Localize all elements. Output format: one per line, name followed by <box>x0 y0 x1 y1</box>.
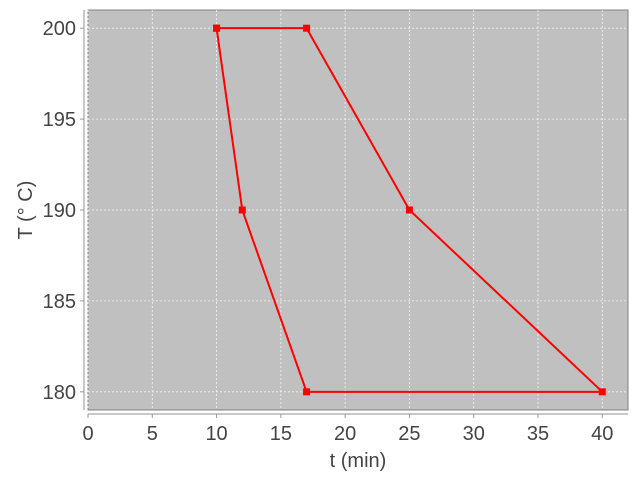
x-tick-label: 20 <box>334 423 356 445</box>
data-point <box>213 24 221 32</box>
x-ticks: 0 5 10 15 20 25 30 35 40 <box>82 414 613 445</box>
y-axis-label: T (° C) <box>15 181 37 240</box>
x-tick-label: 15 <box>270 423 292 445</box>
x-tick-label: 40 <box>591 423 613 445</box>
x-tick-label: 0 <box>82 423 93 445</box>
data-point <box>405 206 413 214</box>
y-tick-label: 200 <box>43 18 76 40</box>
y-tick-label: 180 <box>43 382 76 404</box>
y-tick-label: 190 <box>43 200 76 222</box>
y-tick-label: 195 <box>43 109 76 131</box>
data-point <box>598 388 606 396</box>
x-tick-label: 25 <box>398 423 420 445</box>
y-tick-label: 185 <box>43 291 76 313</box>
x-tick-label: 5 <box>147 423 158 445</box>
data-point <box>303 24 311 32</box>
x-axis-label: t (min) <box>330 450 387 472</box>
series <box>213 24 606 396</box>
data-point <box>303 388 311 396</box>
x-tick-label: 35 <box>527 423 549 445</box>
x-tick-label: 10 <box>205 423 227 445</box>
y-ticks: 180 185 190 195 200 <box>43 18 84 404</box>
x-tick-label: 30 <box>463 423 485 445</box>
data-point <box>238 206 246 214</box>
